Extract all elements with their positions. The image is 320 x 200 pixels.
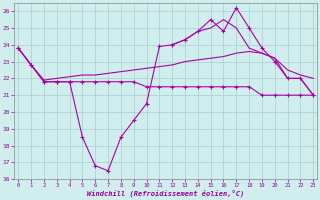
X-axis label: Windchill (Refroidissement éolien,°C): Windchill (Refroidissement éolien,°C)	[87, 190, 244, 197]
